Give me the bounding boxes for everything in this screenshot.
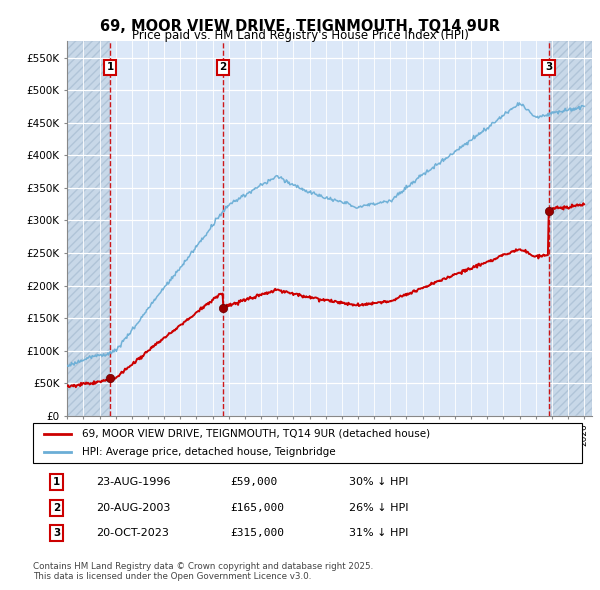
Text: 31% ↓ HPI: 31% ↓ HPI (349, 528, 408, 538)
Bar (110, 41, 223, 416)
Text: £315,000: £315,000 (230, 528, 284, 538)
Text: 69, MOOR VIEW DRIVE, TEIGNMOUTH, TQ14 9UR (detached house): 69, MOOR VIEW DRIVE, TEIGNMOUTH, TQ14 9U… (82, 429, 431, 439)
Text: Price paid vs. HM Land Registry's House Price Index (HPI): Price paid vs. HM Land Registry's House … (131, 30, 469, 42)
Bar (223, 41, 548, 416)
Text: £165,000: £165,000 (230, 503, 284, 513)
Text: 69, MOOR VIEW DRIVE, TEIGNMOUTH, TQ14 9UR: 69, MOOR VIEW DRIVE, TEIGNMOUTH, TQ14 9U… (100, 19, 500, 34)
Text: 1: 1 (106, 63, 113, 73)
Text: 20-AUG-2003: 20-AUG-2003 (96, 503, 170, 513)
Text: 1: 1 (53, 477, 60, 487)
Text: 26% ↓ HPI: 26% ↓ HPI (349, 503, 408, 513)
Text: 23-AUG-1996: 23-AUG-1996 (96, 477, 170, 487)
Text: 2: 2 (220, 63, 227, 73)
Bar (67, 41, 110, 416)
Text: Contains HM Land Registry data © Crown copyright and database right 2025.
This d: Contains HM Land Registry data © Crown c… (33, 562, 373, 581)
Bar (548, 41, 592, 416)
Text: 3: 3 (545, 63, 552, 73)
Text: 20-OCT-2023: 20-OCT-2023 (96, 528, 169, 538)
Text: 2: 2 (53, 503, 60, 513)
Text: £59,000: £59,000 (230, 477, 278, 487)
Text: HPI: Average price, detached house, Teignbridge: HPI: Average price, detached house, Teig… (82, 447, 336, 457)
Text: 3: 3 (53, 528, 60, 538)
Text: 30% ↓ HPI: 30% ↓ HPI (349, 477, 408, 487)
FancyBboxPatch shape (33, 423, 582, 463)
